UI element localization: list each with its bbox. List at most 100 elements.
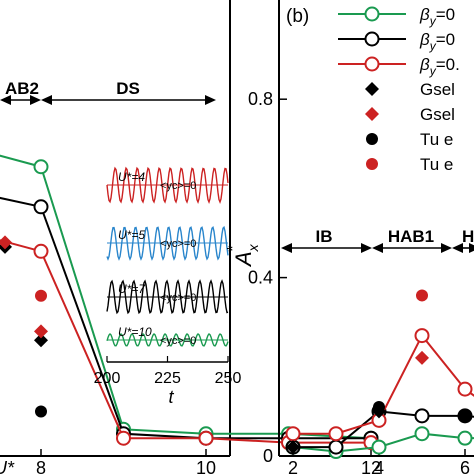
panel-b-label: (b) [286, 6, 309, 27]
panel-b-region-label: HAB1 [388, 227, 434, 246]
panel-a-series [0, 154, 379, 451]
panel-b-point [414, 328, 430, 344]
panel-a-reference-point [0, 235, 12, 250]
legend-label: Gsel [420, 80, 455, 99]
panel-a: U* 8 10 12 AB2 DS [0, 0, 381, 474]
legend-label-value: =0. [436, 55, 460, 74]
inset-x-ticks: 200 225 250 [94, 356, 242, 387]
legend-label: Tu e [420, 130, 453, 149]
panel-b-reference-point [459, 409, 471, 422]
panel-a-region-label: DS [116, 79, 140, 98]
panel-a-series-line [0, 196, 371, 440]
panel-a-point [33, 199, 49, 215]
panel-a-series-line [0, 239, 371, 444]
panel-b-region-label: IB [316, 227, 333, 246]
panel-a-region-ab2-arrow-left-head [0, 95, 11, 105]
inset-trace [106, 166, 229, 204]
panel-a-reference-point [34, 324, 48, 339]
legend-label-value: =0 [436, 30, 455, 49]
panel-a-regions: AB2 DS [0, 79, 216, 105]
legend-marker [364, 6, 380, 22]
inset-trace [106, 279, 229, 315]
inset-plot: U*=4 <yc>=0 U*=5 <yc>=0 U*=7 <yc>=0 U*=10 <yc>=… [94, 148, 242, 407]
inset-trace-label: U*=7 [118, 282, 146, 296]
panel-b-region-label: H [462, 227, 474, 246]
inset-mean-label: <yc>=0 [160, 335, 196, 347]
panel-b-y-ticks: 0 0.4 0.8 [248, 89, 287, 466]
panel-b-point [414, 408, 430, 424]
panel-b-x-tick-label: 4 [374, 458, 384, 474]
panel-a-reference-point [35, 405, 47, 418]
inset-trace-label: U*=10 [118, 325, 152, 339]
panel-a-point [116, 430, 131, 446]
panel-b-point [457, 430, 473, 446]
legend-label-subscript: y [429, 39, 437, 53]
legend-marker [366, 158, 378, 170]
panel-b-series [285, 289, 474, 460]
panel-b-y-label: Ax* [225, 243, 261, 268]
panel-b-y-tick-label: 0.8 [248, 89, 273, 109]
legend-marker [366, 133, 378, 145]
panel-a-reference-point [34, 333, 48, 348]
legend-label-subscript: y [429, 64, 437, 78]
panel-b-point [328, 426, 344, 442]
inset-mean-label: <yc>=0 [160, 292, 196, 304]
panel-b-reference-point [416, 289, 428, 302]
legend-label: βy=0. [419, 55, 460, 78]
legend-label-subscript: y [429, 14, 437, 28]
panel-b-region-h-arrow-right-head [469, 243, 474, 253]
panel-b-region-h-arrow-left-head [452, 243, 463, 253]
panel-b-regions: IB HAB1 H [281, 227, 474, 253]
panel-a-x-tick-label: 8 [36, 458, 46, 474]
inset-trace [106, 225, 229, 261]
panel-a-reference-point [35, 289, 47, 302]
panel-a-x-ticks: 8 10 12 [36, 449, 381, 474]
legend-label: Gsel [420, 105, 455, 124]
panel-b-point [371, 439, 387, 455]
inset-trace [106, 333, 229, 347]
panel-b-reference-point [286, 440, 300, 455]
panel-a-x-tick-label: 10 [196, 458, 216, 474]
panel-a-x-axis-label: U* [0, 458, 15, 474]
inset-x-tick-label: 250 [215, 370, 242, 387]
inset-trace-label: U*=4 [118, 170, 145, 184]
panel-a-x-tick-label: 12 [361, 458, 381, 474]
legend-label: βy=0 [419, 30, 455, 53]
panel-b-y-tick-label: 0 [263, 446, 273, 466]
panel-b-point [457, 381, 473, 397]
panel-b-x-tick-label: 6 [460, 458, 470, 474]
panel-b-y-tick-label: 0.4 [248, 268, 273, 288]
panel-b-point [328, 439, 344, 455]
inset-traces: U*=4 <yc>=0 U*=5 <yc>=0 U*=7 <yc>=0 U*=10 <yc>=… [106, 166, 229, 347]
panel-a-point [33, 159, 49, 175]
panel-b-region-hab1-arrow-right-head [441, 243, 452, 253]
inset-x-label: t [168, 387, 174, 407]
panel-b-region-ib-arrow-left-head [281, 243, 292, 253]
inset-x-tick-label: 200 [94, 370, 121, 387]
panel-a-region-ab2-arrow-right-head [30, 95, 41, 105]
legend-label: Tu e [420, 155, 453, 174]
panel-b-reference-point [415, 350, 429, 365]
panel-b-x-tick-label: 2 [288, 458, 298, 474]
panel-a-region-ds-arrow-right-head [205, 95, 216, 105]
panel-b-reference-point [373, 400, 385, 413]
legend-marker [365, 82, 379, 96]
inset-trace-label: U*=5 [118, 228, 145, 242]
panel-b-point [414, 426, 430, 442]
legend-label-value: =0 [436, 5, 455, 24]
panel-b-point [285, 426, 301, 442]
panel-a-point [198, 430, 214, 446]
panel-a-point [33, 243, 49, 259]
panel-b: (b) Ax* 0 0.4 0.8 2 4 6 IB HAB1 H [225, 0, 474, 474]
legend-marker [364, 31, 380, 47]
inset-mean-label: <yc>=0 [160, 238, 196, 250]
panel-a-region-label: AB2 [5, 79, 39, 98]
panel-b-region-ib-arrow-right-head [361, 243, 372, 253]
legend-label: βy=0 [419, 5, 455, 28]
legend-marker [364, 56, 380, 72]
inset-mean-label: <yc>=0 [160, 180, 196, 192]
inset-x-tick-label: 225 [154, 370, 181, 387]
legend-marker [365, 107, 379, 121]
